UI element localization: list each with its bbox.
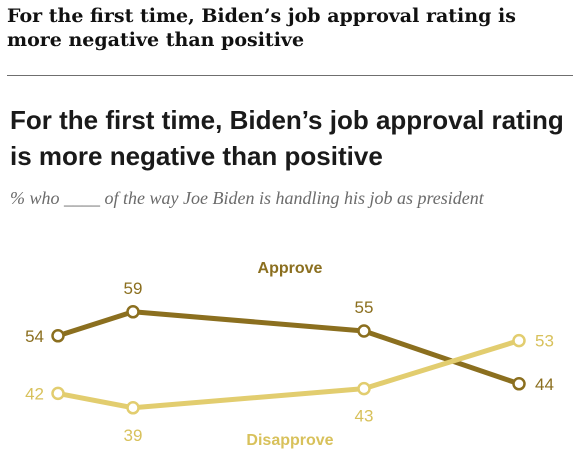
disapprove-data-label: 39: [124, 426, 143, 445]
approve-line: [55, 309, 522, 387]
approve-point: [126, 305, 140, 319]
disapprove-series-label: Disapprove: [246, 432, 333, 449]
disapprove-data-label: 42: [25, 384, 44, 403]
disapprove-point: [51, 386, 65, 401]
disapprove-point: [512, 333, 526, 348]
disapprove-point: [357, 381, 371, 396]
disapprove-line: [55, 338, 522, 411]
page-headline: For the first time, Biden’s job approval…: [7, 5, 516, 51]
disapprove-data-label: 53: [535, 332, 554, 351]
chart-title: For the first time, Biden’s job approval…: [10, 105, 564, 171]
approve-data-label: 44: [535, 375, 554, 394]
approve-data-label: 55: [355, 298, 374, 317]
approve-data-label: 54: [25, 327, 44, 346]
chart-subtitle: % who ____ of the way Joe Biden is handl…: [10, 188, 484, 208]
approve-point: [51, 329, 65, 343]
headline-divider: [7, 75, 573, 76]
line-chart: 54 59 55 44 Approve 42 39 43 53 Disapprove: [25, 260, 554, 449]
disapprove-data-label: 43: [355, 407, 374, 426]
approve-point: [357, 324, 371, 338]
approve-point: [512, 377, 526, 391]
approve-data-label: 59: [124, 279, 143, 298]
disapprove-point: [126, 401, 140, 415]
approve-series-label: Approve: [258, 260, 323, 277]
